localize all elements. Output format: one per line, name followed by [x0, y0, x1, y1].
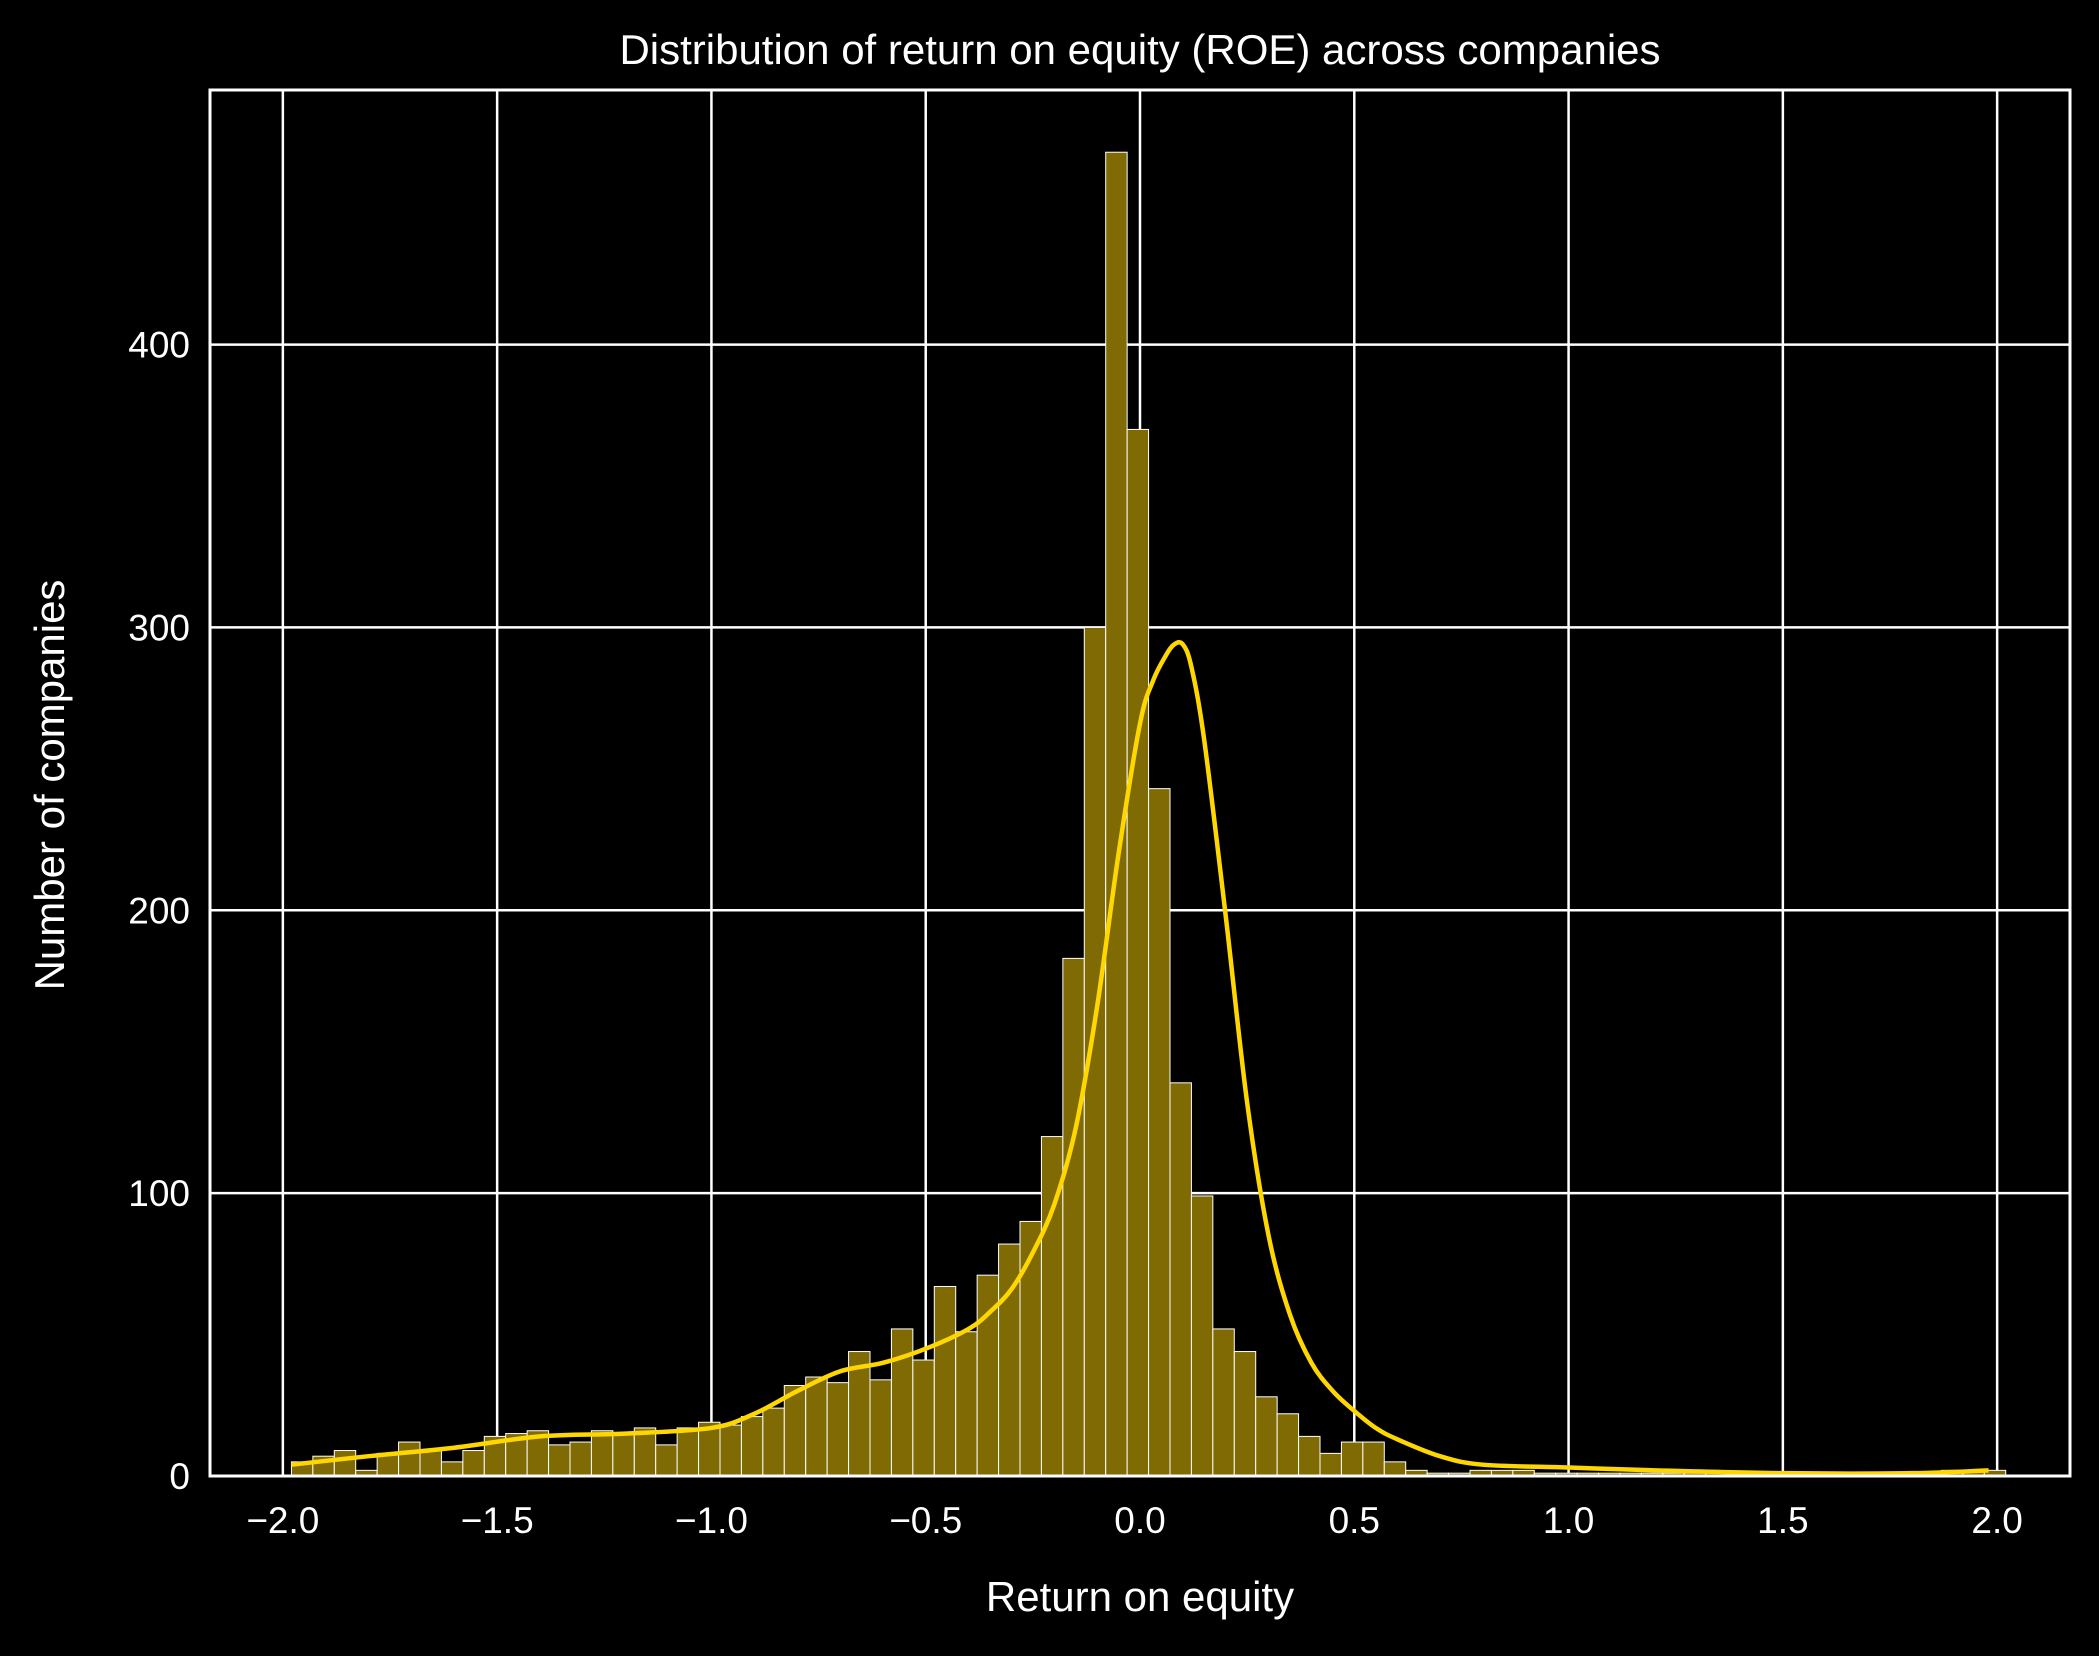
- histogram-bar: [1126, 428, 1150, 1477]
- histogram-bar: [419, 1450, 442, 1477]
- histogram-bar: [719, 1424, 742, 1477]
- histogram-bar: [1340, 1441, 1364, 1477]
- histogram-bar: [1298, 1435, 1321, 1477]
- histogram-bar: [1190, 1195, 1214, 1477]
- histogram-bar: [805, 1376, 828, 1477]
- histogram-bar: [1362, 1441, 1385, 1477]
- plot-frame: [208, 88, 2072, 1478]
- histogram-bar: [933, 1285, 957, 1477]
- x-tick-label: −1.0: [675, 1500, 748, 1541]
- histogram-bar: [462, 1450, 485, 1477]
- y-tick-label: 0: [169, 1456, 190, 1497]
- histogram-bar: [955, 1331, 978, 1477]
- histogram-bar: [590, 1430, 614, 1477]
- y-axis-label: Number of companies: [26, 580, 73, 991]
- histogram-bar: [1212, 1328, 1235, 1477]
- histogram-bar: [826, 1382, 850, 1477]
- histogram-bars: [290, 151, 2007, 1477]
- histogram-bar: [612, 1433, 635, 1477]
- histogram-bar: [655, 1444, 678, 1477]
- histogram-bar: [1148, 788, 1171, 1477]
- kde-curve-group: [291, 639, 1989, 1476]
- x-tick-label: 1.5: [1757, 1500, 1808, 1541]
- y-tick-label: 300: [128, 607, 190, 648]
- histogram-bar: [762, 1407, 785, 1477]
- histogram-bar: [548, 1444, 571, 1477]
- x-tick-label: 1.0: [1543, 1500, 1594, 1541]
- histogram-bar: [1255, 1396, 1278, 1477]
- histogram-bar: [869, 1379, 892, 1477]
- histogram-bar: [398, 1441, 421, 1477]
- y-axis-ticks: 0 100 200 300 400: [128, 325, 190, 1497]
- histogram-bar: [440, 1461, 464, 1477]
- histogram-bar: [1383, 1461, 1407, 1477]
- x-tick-label: −0.5: [889, 1500, 962, 1541]
- chart-title: Distribution of return on equity (ROE) a…: [619, 26, 1660, 73]
- histogram-bar: [1276, 1413, 1300, 1477]
- y-tick-label: 200: [128, 890, 190, 931]
- kde-line: [291, 639, 1989, 1476]
- x-tick-label: 2.0: [1971, 1500, 2022, 1541]
- histogram-bar: [912, 1359, 935, 1477]
- histogram-bar: [1062, 957, 1085, 1477]
- histogram-bar: [890, 1328, 914, 1477]
- histogram-bar: [676, 1427, 700, 1477]
- histogram-bar: [1233, 1351, 1257, 1477]
- y-tick-label: 100: [128, 1173, 190, 1214]
- histogram-bar: [740, 1416, 764, 1477]
- histogram-bar: [1169, 1082, 1192, 1477]
- x-axis-ticks: −2.0 −1.5 −1.0 −0.5 0.0 0.5 1.0 1.5 2.0: [246, 1500, 2023, 1541]
- histogram-bar: [333, 1450, 357, 1477]
- histogram-bar: [569, 1441, 592, 1477]
- histogram-bar: [1083, 626, 1107, 1477]
- histogram-bar: [1319, 1452, 1342, 1477]
- x-axis-label: Return on equity: [986, 1573, 1294, 1620]
- histogram-bar: [783, 1384, 807, 1477]
- x-tick-label: −1.5: [461, 1500, 534, 1541]
- y-tick-label: 400: [128, 325, 190, 366]
- x-tick-label: −2.0: [246, 1500, 319, 1541]
- x-tick-label: 0.0: [1114, 1500, 1165, 1541]
- x-tick-label: 0.5: [1329, 1500, 1380, 1541]
